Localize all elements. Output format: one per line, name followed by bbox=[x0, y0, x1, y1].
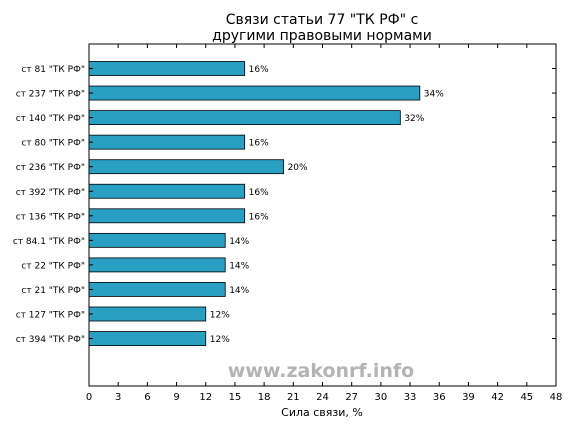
x-tick-label: 6 bbox=[144, 392, 150, 403]
bar bbox=[88, 232, 226, 248]
x-tick-label: 45 bbox=[520, 392, 533, 403]
data-label: 20% bbox=[288, 163, 308, 173]
bar bbox=[88, 208, 246, 224]
category-label: ст 22 "ТК РФ" bbox=[21, 261, 85, 271]
data-label: 34% bbox=[424, 90, 444, 100]
category-label: ст 136 "ТК РФ" bbox=[16, 212, 85, 222]
data-label: 12% bbox=[210, 335, 230, 345]
x-tick-label: 3 bbox=[115, 392, 121, 403]
category-label: ст 80 "ТК РФ" bbox=[21, 139, 85, 149]
x-tick-label: 9 bbox=[173, 392, 179, 403]
x-tick-label: 0 bbox=[86, 392, 92, 403]
data-label: 16% bbox=[249, 188, 269, 198]
category-label: ст 140 "ТК РФ" bbox=[16, 114, 85, 124]
x-tick-label: 18 bbox=[258, 392, 271, 403]
bar bbox=[88, 134, 246, 150]
bar bbox=[88, 331, 207, 346]
category-label: ст 127 "ТК РФ" bbox=[16, 311, 85, 321]
x-tick-label: 21 bbox=[287, 392, 300, 403]
bar bbox=[88, 85, 421, 101]
bar bbox=[88, 257, 226, 273]
x-tick-label: 24 bbox=[316, 392, 329, 403]
x-tick-label: 48 bbox=[550, 392, 563, 403]
bar bbox=[88, 306, 207, 322]
data-label: 32% bbox=[404, 114, 424, 124]
x-tick-label: 42 bbox=[491, 392, 504, 403]
bar bbox=[88, 282, 226, 297]
data-label: 16% bbox=[249, 139, 269, 149]
x-tick-label: 39 bbox=[462, 392, 475, 403]
watermark: www.zakonrf.info bbox=[228, 360, 414, 382]
bar bbox=[88, 183, 246, 199]
x-tick-label: 12 bbox=[199, 392, 212, 403]
data-label: 14% bbox=[229, 237, 249, 247]
category-label: ст 21 "ТК РФ" bbox=[21, 286, 85, 296]
data-label: 14% bbox=[229, 261, 249, 271]
data-label: 12% bbox=[210, 311, 230, 321]
category-label: ст 394 "ТК РФ" bbox=[16, 335, 85, 345]
category-label: ст 84.1 "ТК РФ" bbox=[13, 237, 85, 247]
category-label: ст 237 "ТК РФ" bbox=[16, 90, 85, 100]
bar bbox=[88, 159, 284, 175]
bar bbox=[88, 61, 246, 76]
data-label: 14% bbox=[229, 286, 249, 296]
chart-title: Связи статьи 77 "ТК РФ" с другими правовы… bbox=[212, 12, 432, 44]
x-tick-label: 33 bbox=[404, 392, 417, 403]
category-label: ст 81 "ТК РФ" bbox=[21, 65, 85, 75]
data-label: 16% bbox=[249, 65, 269, 75]
bar bbox=[88, 110, 401, 125]
x-tick-label: 30 bbox=[375, 392, 388, 403]
x-tick-label: 36 bbox=[433, 392, 446, 403]
category-label: ст 236 "ТК РФ" bbox=[16, 163, 85, 173]
category-label: ст 392 "ТК РФ" bbox=[16, 188, 85, 198]
chart-title-line: другими правовыми нормами bbox=[212, 28, 432, 44]
x-tick-label: 15 bbox=[229, 392, 242, 403]
data-label: 16% bbox=[249, 212, 269, 222]
chart-title-line: Связи статьи 77 "ТК РФ" с bbox=[226, 12, 419, 28]
x-axis-title: Сила связи, % bbox=[281, 406, 363, 419]
x-tick-label: 27 bbox=[345, 392, 358, 403]
